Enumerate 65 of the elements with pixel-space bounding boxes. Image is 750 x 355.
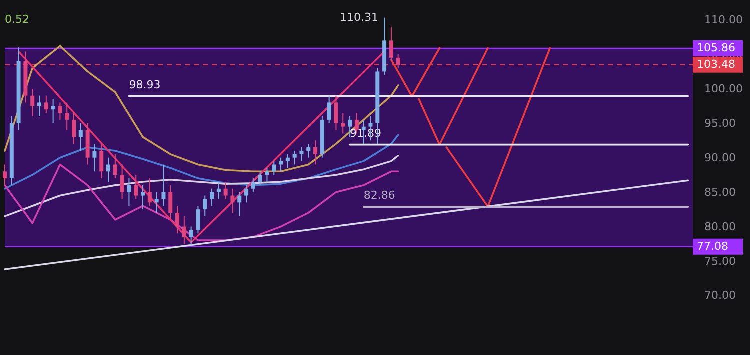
candlestick [92,144,97,172]
candlestick [154,192,159,214]
annotation: 110.31 [340,11,379,24]
candlestick [65,102,70,131]
ref-line-label: 103.48 [697,58,736,71]
y-tick-label: 110.00 [704,13,743,26]
candlestick [162,164,166,207]
candlestick [78,122,83,152]
line-series [4,154,400,218]
candlestick [113,154,118,180]
y-tick-label: 70.00 [704,289,736,302]
candlestick [189,226,194,246]
candlestick [272,160,276,176]
annotation: 0.52 [5,13,30,26]
candlestick [238,192,242,217]
candlestick [224,181,228,200]
candlestick [216,181,221,200]
series-label: 82.86 [364,189,396,202]
ref-line-label: 105.86 [697,42,736,55]
y-tick-label: 85.00 [704,186,736,199]
y-tick-label: 75.00 [704,254,736,268]
line-series [4,164,400,242]
y-tick-label: 100.00 [704,82,743,96]
candlestick [141,184,146,210]
candlestick [230,188,235,214]
candlestick [176,206,180,234]
candlestick [127,178,132,207]
candlestick [389,26,394,62]
candlestick [210,188,214,207]
candlestick [30,88,35,117]
y-tick-label: 80.00 [704,220,736,234]
candlestick [182,216,186,245]
candlestick [396,54,400,69]
candlestick [334,95,338,131]
candlestick [3,164,7,186]
candlestick [134,174,138,200]
candlestick [286,154,290,169]
ref-line-label: 77.08 [697,240,728,253]
y-tick-label: 95.00 [704,116,736,130]
candlestick [58,102,62,120]
candlestick [106,157,111,182]
candlestick [100,144,104,180]
candlestick [38,95,42,117]
candlestick [44,95,48,114]
candlestick [306,144,311,158]
candlestick [168,184,173,220]
candlestick [265,168,270,182]
candlestick [348,116,352,138]
candlestick [148,178,152,207]
candlestick [203,195,208,217]
candlestick [72,112,76,145]
candlestick [196,206,200,234]
candlestick [258,171,262,186]
series-label: 98.93 [129,78,161,92]
y-tick-label: 90.00 [704,151,736,164]
candlestick [314,140,318,166]
line-series [4,45,400,173]
candlestick [120,164,124,200]
candlestick [327,95,332,124]
candlestick [251,178,256,193]
candlestick [244,184,249,204]
candlestick [341,112,346,134]
candlestick [300,147,304,162]
candlestick [51,98,56,124]
candlestick [292,150,297,166]
